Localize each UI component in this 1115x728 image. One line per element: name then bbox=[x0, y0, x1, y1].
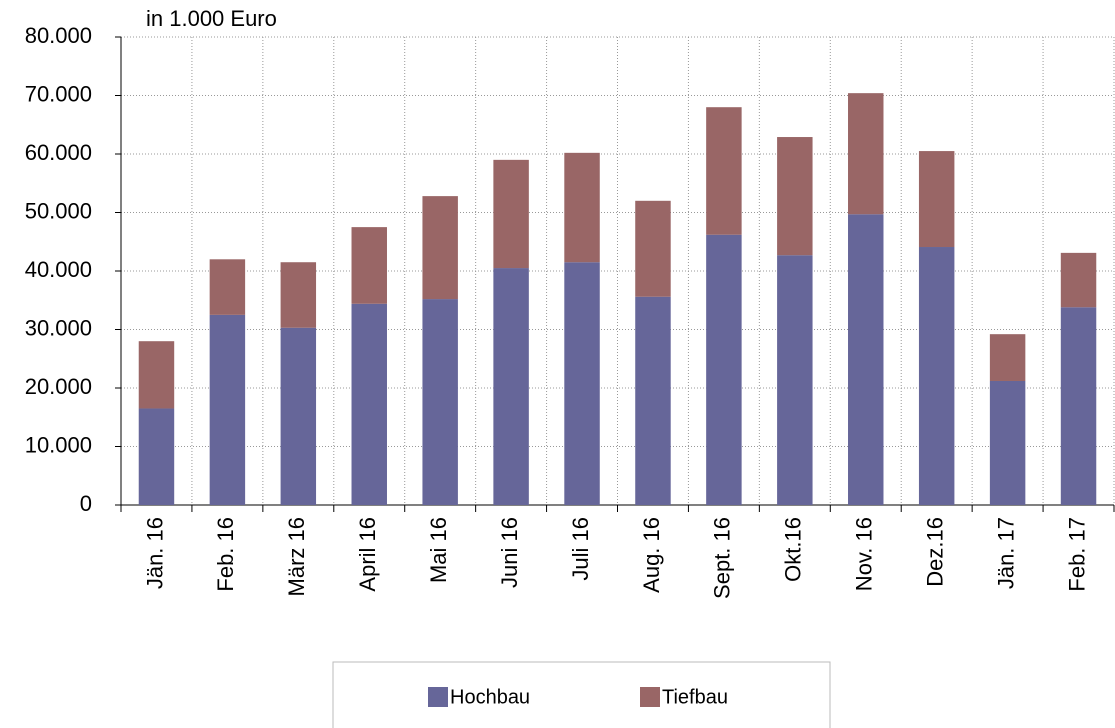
bar-segment bbox=[635, 296, 671, 505]
y-tick-label: 50.000 bbox=[25, 198, 92, 223]
x-tick-label: Jän. 17 bbox=[993, 517, 1018, 589]
x-tick-label: Dez.16 bbox=[922, 517, 947, 587]
y-tick-label: 10.000 bbox=[25, 432, 92, 457]
x-tick-label: Juni 16 bbox=[497, 517, 522, 588]
bar-segment bbox=[1060, 252, 1097, 308]
x-tick-label: Juli 16 bbox=[568, 517, 593, 581]
bar-segment bbox=[138, 341, 175, 409]
bar-segment bbox=[564, 152, 600, 263]
bar-segment bbox=[777, 255, 813, 505]
legend-swatch bbox=[428, 687, 448, 707]
bar-segment bbox=[777, 137, 813, 256]
bar-segment bbox=[209, 259, 246, 315]
bar-segment bbox=[351, 303, 387, 505]
bar-segment bbox=[280, 327, 317, 505]
x-tick-label: März 16 bbox=[284, 517, 309, 596]
bar-segment bbox=[422, 299, 458, 505]
bar-segment bbox=[848, 93, 884, 215]
x-tick-label: April 16 bbox=[355, 517, 380, 592]
bar-segment bbox=[706, 234, 742, 506]
x-tick-label: Feb. 16 bbox=[213, 517, 238, 592]
x-tick-label: Sept. 16 bbox=[710, 517, 735, 599]
bar-segment bbox=[351, 227, 387, 304]
y-tick-label: 0 bbox=[80, 491, 92, 516]
bar-segment bbox=[280, 262, 317, 328]
y-tick-label: 70.000 bbox=[25, 81, 92, 106]
bar-segment bbox=[564, 262, 600, 505]
x-tick-label: Nov. 16 bbox=[852, 517, 877, 591]
bar-segment bbox=[989, 380, 1026, 505]
y-tick-label: 20.000 bbox=[25, 374, 92, 399]
bar-segment bbox=[493, 159, 529, 269]
bar-segment bbox=[422, 196, 458, 300]
x-tick-label: Feb. 17 bbox=[1064, 517, 1089, 592]
bar-segment bbox=[706, 107, 742, 235]
x-tick-label: Okt.16 bbox=[781, 517, 806, 582]
bar-segment bbox=[209, 314, 246, 505]
legend-box bbox=[332, 661, 831, 728]
legend-label: Hochbau bbox=[450, 686, 530, 708]
x-tick-label: Jän. 16 bbox=[142, 517, 167, 589]
y-tick-label: 60.000 bbox=[25, 140, 92, 165]
legend-swatch bbox=[640, 687, 660, 707]
y-tick-label: 40.000 bbox=[25, 257, 92, 282]
bar-segment bbox=[918, 247, 955, 505]
bar-segment bbox=[989, 334, 1026, 381]
bar-segment bbox=[848, 214, 884, 505]
bar-segment bbox=[493, 268, 529, 505]
bar-segment bbox=[1060, 307, 1097, 505]
y-tick-label: 30.000 bbox=[25, 315, 92, 340]
x-tick-label: Mai 16 bbox=[426, 517, 451, 583]
bar-segment bbox=[138, 408, 175, 505]
x-tick-label: Aug. 16 bbox=[639, 517, 664, 593]
y-tick-label: 80.000 bbox=[25, 23, 92, 48]
y-axis-label: in 1.000 Euro bbox=[146, 6, 277, 31]
bar-segment bbox=[635, 200, 671, 297]
bar-segment bbox=[918, 151, 955, 248]
legend-label: Tiefbau bbox=[662, 686, 728, 708]
